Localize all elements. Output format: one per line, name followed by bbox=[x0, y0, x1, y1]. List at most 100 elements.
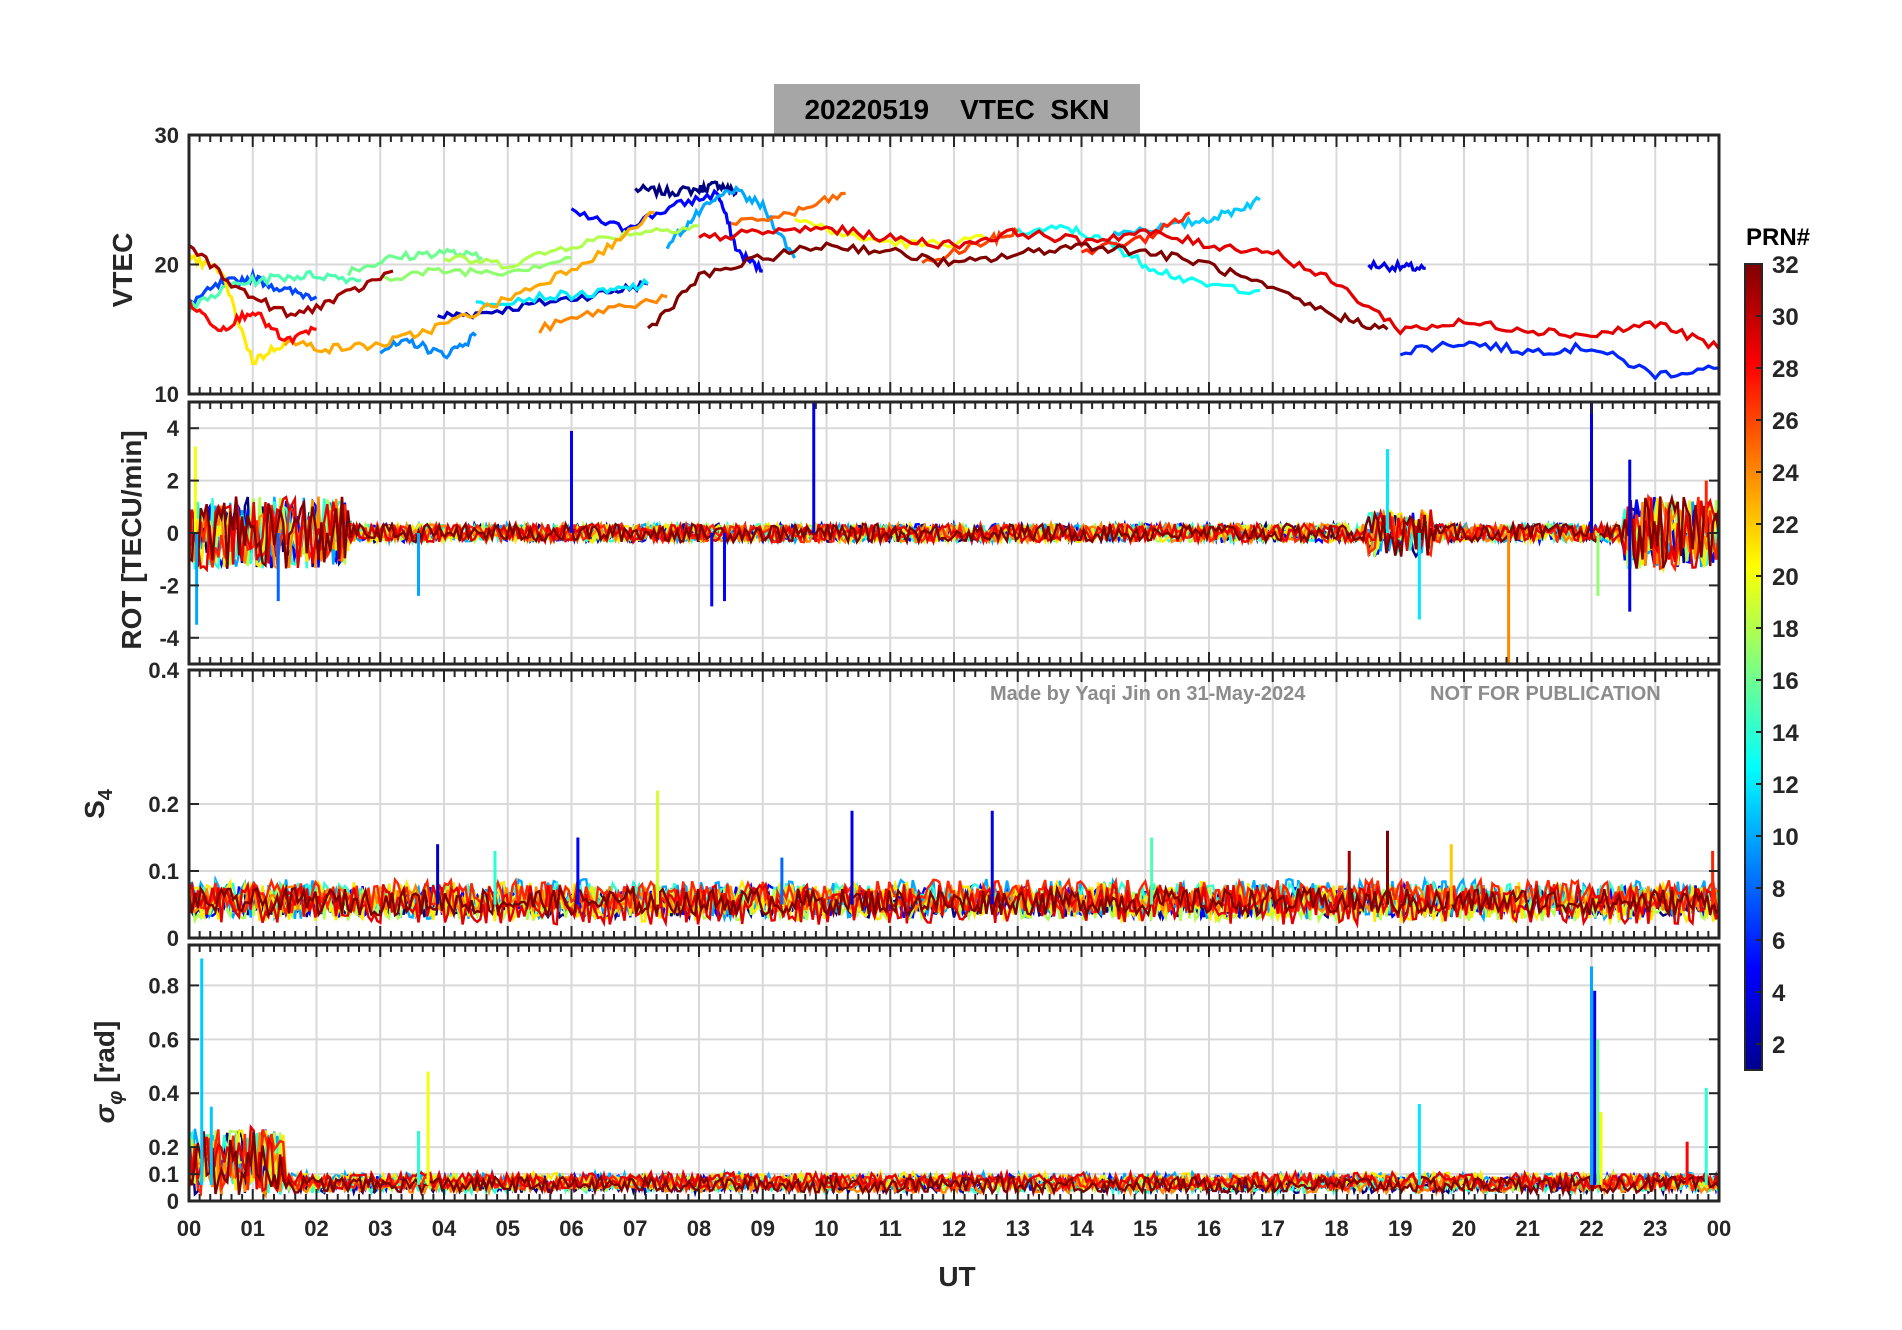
x-tick-label: 03 bbox=[368, 1216, 392, 1241]
svg-text:σφ [rad]: σφ [rad] bbox=[89, 1021, 127, 1124]
vtec-panel: 10 20 30 bbox=[155, 123, 1721, 407]
x-tick-label: 12 bbox=[942, 1216, 966, 1241]
colorbar-tick-label: 4 bbox=[1772, 980, 1786, 1007]
colorbar-tick-label: 16 bbox=[1772, 668, 1799, 695]
vtec-series-prn-32 bbox=[646, 241, 1389, 331]
x-tick-label: 07 bbox=[623, 1216, 647, 1241]
y-tick-label: 20 bbox=[155, 253, 179, 278]
watermark-right: NOT FOR PUBLICATION bbox=[1430, 683, 1661, 705]
vtec-axis-label: VTEC bbox=[107, 233, 138, 308]
vtec-series-prn-25 bbox=[730, 191, 846, 227]
sigma-phi-panel: 00.10.2 0.4 0.6 0.8 bbox=[148, 943, 1721, 1214]
x-tick-label: 16 bbox=[1197, 1216, 1221, 1241]
vtec-series-prn-10 bbox=[665, 185, 797, 259]
y-tick-label: 0.4 bbox=[148, 1081, 179, 1106]
x-axis-label: UT bbox=[938, 1261, 975, 1292]
chart-title: 20220519 VTEC SKN bbox=[804, 94, 1109, 125]
vtec-series-prn-4 bbox=[1367, 257, 1426, 274]
x-tick-label: 14 bbox=[1069, 1216, 1094, 1241]
series-group bbox=[189, 179, 1719, 381]
x-tick-label: 18 bbox=[1324, 1216, 1348, 1241]
vtec-series-prn-28 bbox=[189, 298, 317, 346]
x-tick-label: 00 bbox=[177, 1216, 201, 1241]
y-tick-label: 0 bbox=[167, 926, 179, 951]
series-group bbox=[189, 402, 1719, 664]
vtec-series-prn-15 bbox=[189, 269, 362, 313]
x-tick-label: 04 bbox=[432, 1216, 457, 1241]
noise-series-prn-32 bbox=[189, 493, 1719, 569]
colorbar-tick-label: 14 bbox=[1772, 720, 1799, 747]
y-tick-label: 2 bbox=[167, 469, 179, 494]
y-tick-label: -4 bbox=[159, 626, 179, 651]
series-group bbox=[189, 790, 1719, 929]
colorbar-tick-label: 8 bbox=[1772, 876, 1785, 903]
noise-series-prn-32 bbox=[189, 883, 1719, 920]
y-tick-label: 30 bbox=[155, 123, 179, 148]
x-tick-label: 08 bbox=[687, 1216, 711, 1241]
rot-axis-label: ROT [TECU/min] bbox=[116, 430, 147, 649]
colorbar-tick-label: 6 bbox=[1772, 928, 1785, 955]
colorbar-tick-label: 28 bbox=[1772, 356, 1799, 383]
x-tick-label: 06 bbox=[559, 1216, 583, 1241]
noise-series-prn-29 bbox=[189, 1123, 1719, 1194]
vtec-series-prn-5 bbox=[570, 188, 763, 274]
y-tick-label: 4 bbox=[167, 416, 180, 441]
y-tick-label: 10 bbox=[155, 382, 179, 407]
x-tick-label: 17 bbox=[1261, 1216, 1285, 1241]
x-tick-label: 22 bbox=[1579, 1216, 1603, 1241]
x-tick-label: 19 bbox=[1388, 1216, 1412, 1241]
noise-series-prn-21 bbox=[189, 496, 1719, 574]
noise-series-prn-32 bbox=[189, 1131, 1719, 1198]
colorbar-tick-label: 22 bbox=[1772, 512, 1799, 539]
vtec-series-prn-7 bbox=[189, 267, 318, 306]
vtec-series-prn-27 bbox=[1080, 211, 1191, 256]
x-tick-label: 02 bbox=[304, 1216, 328, 1241]
vtec-series-prn-23 bbox=[283, 210, 655, 356]
x-tick-label: 23 bbox=[1643, 1216, 1667, 1241]
y-tick-label: 0.1 bbox=[148, 1162, 179, 1187]
x-tick-label: 05 bbox=[496, 1216, 520, 1241]
svg-text:S4: S4 bbox=[79, 788, 117, 819]
rot-panel: -4 -2 0 2 4 bbox=[159, 400, 1721, 666]
y-tick-label: 0.1 bbox=[148, 859, 179, 884]
colorbar bbox=[1744, 263, 1763, 1071]
colorbar-tick-label: 30 bbox=[1772, 304, 1799, 331]
colorbar-tick-label: 32 bbox=[1772, 252, 1799, 279]
colorbar-tick-label: 2 bbox=[1772, 1032, 1785, 1059]
y-tick-label: 0 bbox=[167, 521, 179, 546]
colorbar-tick-label: 10 bbox=[1772, 824, 1799, 851]
x-tick-label: 00 bbox=[1707, 1216, 1731, 1241]
watermark-left: Made by Yaqi Jin on 31-May-2024 bbox=[990, 683, 1306, 705]
vtec-series-prn-18 bbox=[443, 224, 700, 270]
y-tick-label: -2 bbox=[159, 573, 179, 598]
vtec-series-prn-12 bbox=[475, 277, 650, 308]
colorbar-tick-label: 20 bbox=[1772, 564, 1799, 591]
s4-axis-label: S4 bbox=[79, 788, 117, 819]
y-tick-label: 0 bbox=[167, 1189, 179, 1214]
vtec-series-prn-31 bbox=[189, 244, 394, 319]
s4-panel: 0 0.1 0.2 0.4 bbox=[148, 658, 1721, 951]
y-tick-label: 0.6 bbox=[148, 1027, 179, 1052]
colorbar-tick-label: 12 bbox=[1772, 772, 1799, 799]
x-tick-label: 11 bbox=[879, 1216, 902, 1241]
title-box bbox=[774, 84, 1140, 134]
x-tick-label: 20 bbox=[1452, 1216, 1476, 1241]
vtec-series-prn-29 bbox=[698, 223, 1719, 350]
colorbar-tick-label: 18 bbox=[1772, 616, 1799, 643]
noise-series-prn-29 bbox=[189, 880, 1719, 929]
vtec-series-prn-1 bbox=[634, 179, 738, 201]
vtec-series-prn-6 bbox=[1399, 340, 1719, 381]
sigma-phi-axis-label: σφ [rad] bbox=[89, 1021, 127, 1124]
colorbar-tick-label: 24 bbox=[1772, 460, 1799, 487]
vtec-series-prn-24 bbox=[538, 293, 668, 334]
colorbar-tick-label: 26 bbox=[1772, 408, 1799, 435]
vtec-series-prn-9 bbox=[379, 331, 477, 360]
x-tick-labels: 00 01 02 03 04 05 06 07 08 09 10 11 12 13 14 15 16 17 18 19… bbox=[177, 1216, 1731, 1241]
x-tick-label: 15 bbox=[1133, 1216, 1157, 1241]
y-tick-label: 0.8 bbox=[148, 973, 179, 998]
x-tick-label: 09 bbox=[751, 1216, 775, 1241]
x-tick-label: 13 bbox=[1006, 1216, 1030, 1241]
y-tick-label: 0.2 bbox=[148, 792, 179, 817]
